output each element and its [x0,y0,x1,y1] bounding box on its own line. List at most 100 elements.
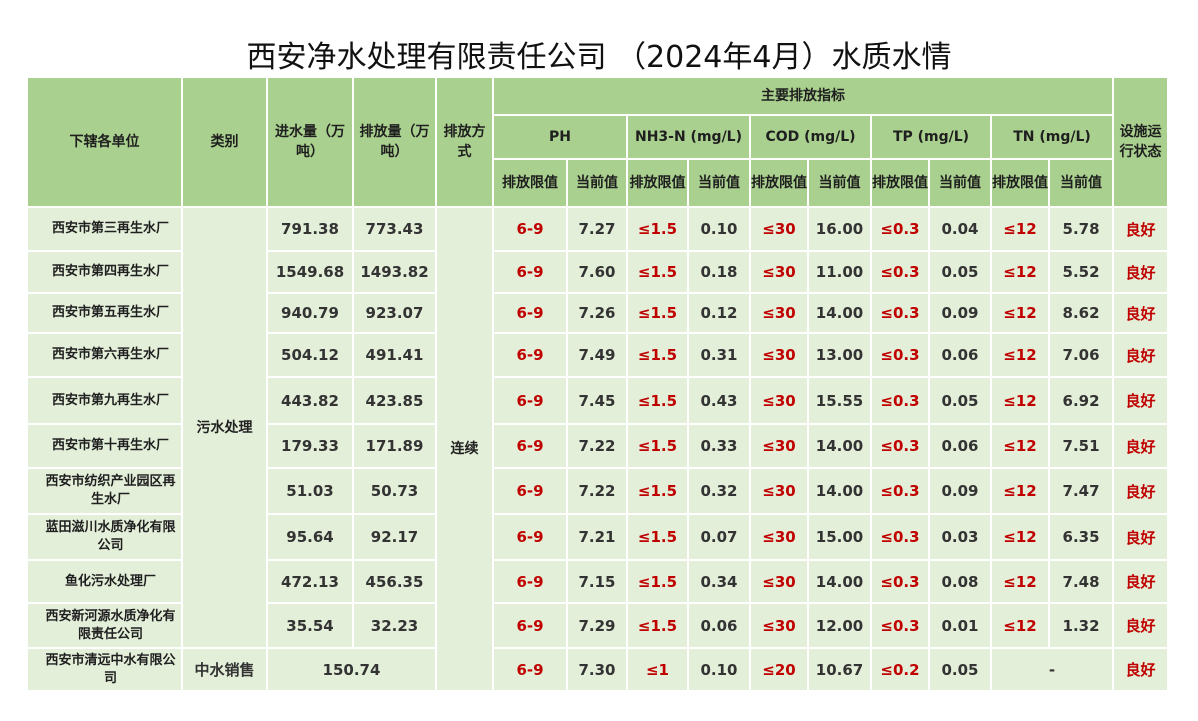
cod-limit: ≤30 [749,376,809,425]
cod-current: 10.67 [807,647,872,692]
nh3-limit: ≤1.5 [626,206,689,252]
ph-limit: 6-9 [492,292,568,334]
page-title: 西安净水处理有限责任公司 （2024年4月）水质水情 [246,40,952,75]
inflow-value: 472.13 [266,559,354,604]
nh3-limit: ≤1.5 [626,559,689,604]
tn-limit: ≤12 [990,332,1050,378]
ph-current: 7.49 [566,332,628,378]
header-cod: COD (mg/L) [749,114,872,160]
tp-current: 0.05 [928,376,992,425]
tn-value: - [989,647,1115,692]
header-current: 当前值 [687,158,751,208]
tn-current: 7.48 [1047,559,1115,604]
ph-current: 7.27 [566,206,628,252]
inflow-value: 791.38 [266,206,354,252]
tn-current: 6.35 [1047,513,1115,561]
mode-cell: 连续 [435,206,494,692]
inflow-value: 35.54 [266,602,354,649]
tp-current: 0.01 [928,602,992,649]
header-current: 当前值 [807,158,872,208]
nh3-current: 0.06 [687,602,751,649]
unit-name: 西安新河源水质净化有限责任公司 [26,602,183,649]
header-limit: 排放限值 [870,158,930,208]
header-current: 当前值 [928,158,992,208]
nh3-current: 0.33 [687,423,751,469]
table-row: 西安市第九再生水厂 443.82 423.85 6-9 7.45 ≤1.5 0.43 ≤30 1… [26,376,1170,425]
unit-name: 西安市第五再生水厂 [26,292,183,334]
header-category: 类别 [181,76,268,208]
header-current: 当前值 [566,158,628,208]
tp-current: 0.03 [928,513,992,561]
header-outflow: 排放量（万吨） [352,76,437,208]
unit-name: 西安市第三再生水厂 [26,206,183,252]
status-badge: 良好 [1112,559,1170,604]
cod-current: 16.00 [807,206,872,252]
outflow-value: 773.43 [352,206,437,252]
outflow-value: 423.85 [352,376,437,425]
tp-current: 0.04 [928,206,992,252]
tp-current: 0.06 [928,332,992,378]
status-badge: 良好 [1112,292,1170,334]
ph-limit: 6-9 [492,250,568,294]
nh3-current: 0.32 [687,467,751,515]
tn-current: 5.52 [1047,250,1115,294]
nh3-current: 0.18 [687,250,751,294]
ph-limit: 6-9 [492,467,568,515]
unit-name: 西安市第六再生水厂 [26,332,183,378]
tp-limit: ≤0.3 [870,513,930,561]
cod-limit: ≤30 [749,292,809,334]
nh3-current: 0.07 [687,513,751,561]
header-status: 设施运行状态 [1112,76,1170,208]
ph-current: 7.15 [566,559,628,604]
cod-limit: ≤30 [749,467,809,515]
cod-current: 13.00 [807,332,872,378]
header-limit: 排放限值 [990,158,1050,208]
outflow-value: 456.35 [352,559,437,604]
cod-current: 15.55 [807,376,872,425]
unit-name: 西安市第九再生水厂 [26,376,183,425]
tp-limit: ≤0.3 [870,559,930,604]
cod-limit: ≤20 [749,647,809,692]
cod-limit: ≤30 [749,250,809,294]
ph-limit: 6-9 [492,647,568,692]
cod-limit: ≤30 [749,332,809,378]
cod-current: 14.00 [807,423,872,469]
tp-limit: ≤0.3 [870,602,930,649]
tn-limit: ≤12 [990,513,1050,561]
outflow-value: 92.17 [352,513,437,561]
tn-current: 7.51 [1047,423,1115,469]
ph-limit: 6-9 [492,559,568,604]
status-badge: 良好 [1112,602,1170,649]
outflow-value: 1493.82 [352,250,437,294]
tn-limit: ≤12 [990,292,1050,334]
ph-current: 7.45 [566,376,628,425]
cod-current: 15.00 [807,513,872,561]
table-row: 西安市第十再生水厂 179.33 171.89 6-9 7.22 ≤1.5 0.33 ≤30 1… [26,423,1170,469]
ph-limit: 6-9 [492,602,568,649]
cod-current: 14.00 [807,292,872,334]
category-cell: 中水销售 [181,647,268,692]
flow-value: 150.74 [266,647,437,692]
unit-name: 西安市清远中水有限公司 [26,647,183,692]
unit-name: 西安市第四再生水厂 [26,250,183,294]
nh3-limit: ≤1 [626,647,689,692]
tp-limit: ≤0.3 [870,292,930,334]
header-limit: 排放限值 [626,158,689,208]
header-current: 当前值 [1047,158,1115,208]
unit-name: 西安市第十再生水厂 [26,423,183,469]
ph-current: 7.22 [566,467,628,515]
outflow-value: 171.89 [352,423,437,469]
table-row: 西安市纺织产业园区再生水厂 51.03 50.73 6-9 7.22 ≤1.5 0.32 ≤3… [26,467,1170,515]
unit-name: 蓝田滋川水质净化有限公司 [26,513,183,561]
status-badge: 良好 [1112,376,1170,425]
header-nh3: NH3-N (mg/L) [626,114,751,160]
tn-current: 1.32 [1047,602,1115,649]
header-limit: 排放限值 [749,158,809,208]
inflow-value: 443.82 [266,376,354,425]
header-tn: TN (mg/L) [989,114,1115,160]
header-mode: 排放方式 [435,76,494,208]
ph-current: 7.26 [566,292,628,334]
tp-current: 0.09 [928,467,992,515]
nh3-limit: ≤1.5 [626,423,689,469]
nh3-limit: ≤1.5 [626,602,689,649]
